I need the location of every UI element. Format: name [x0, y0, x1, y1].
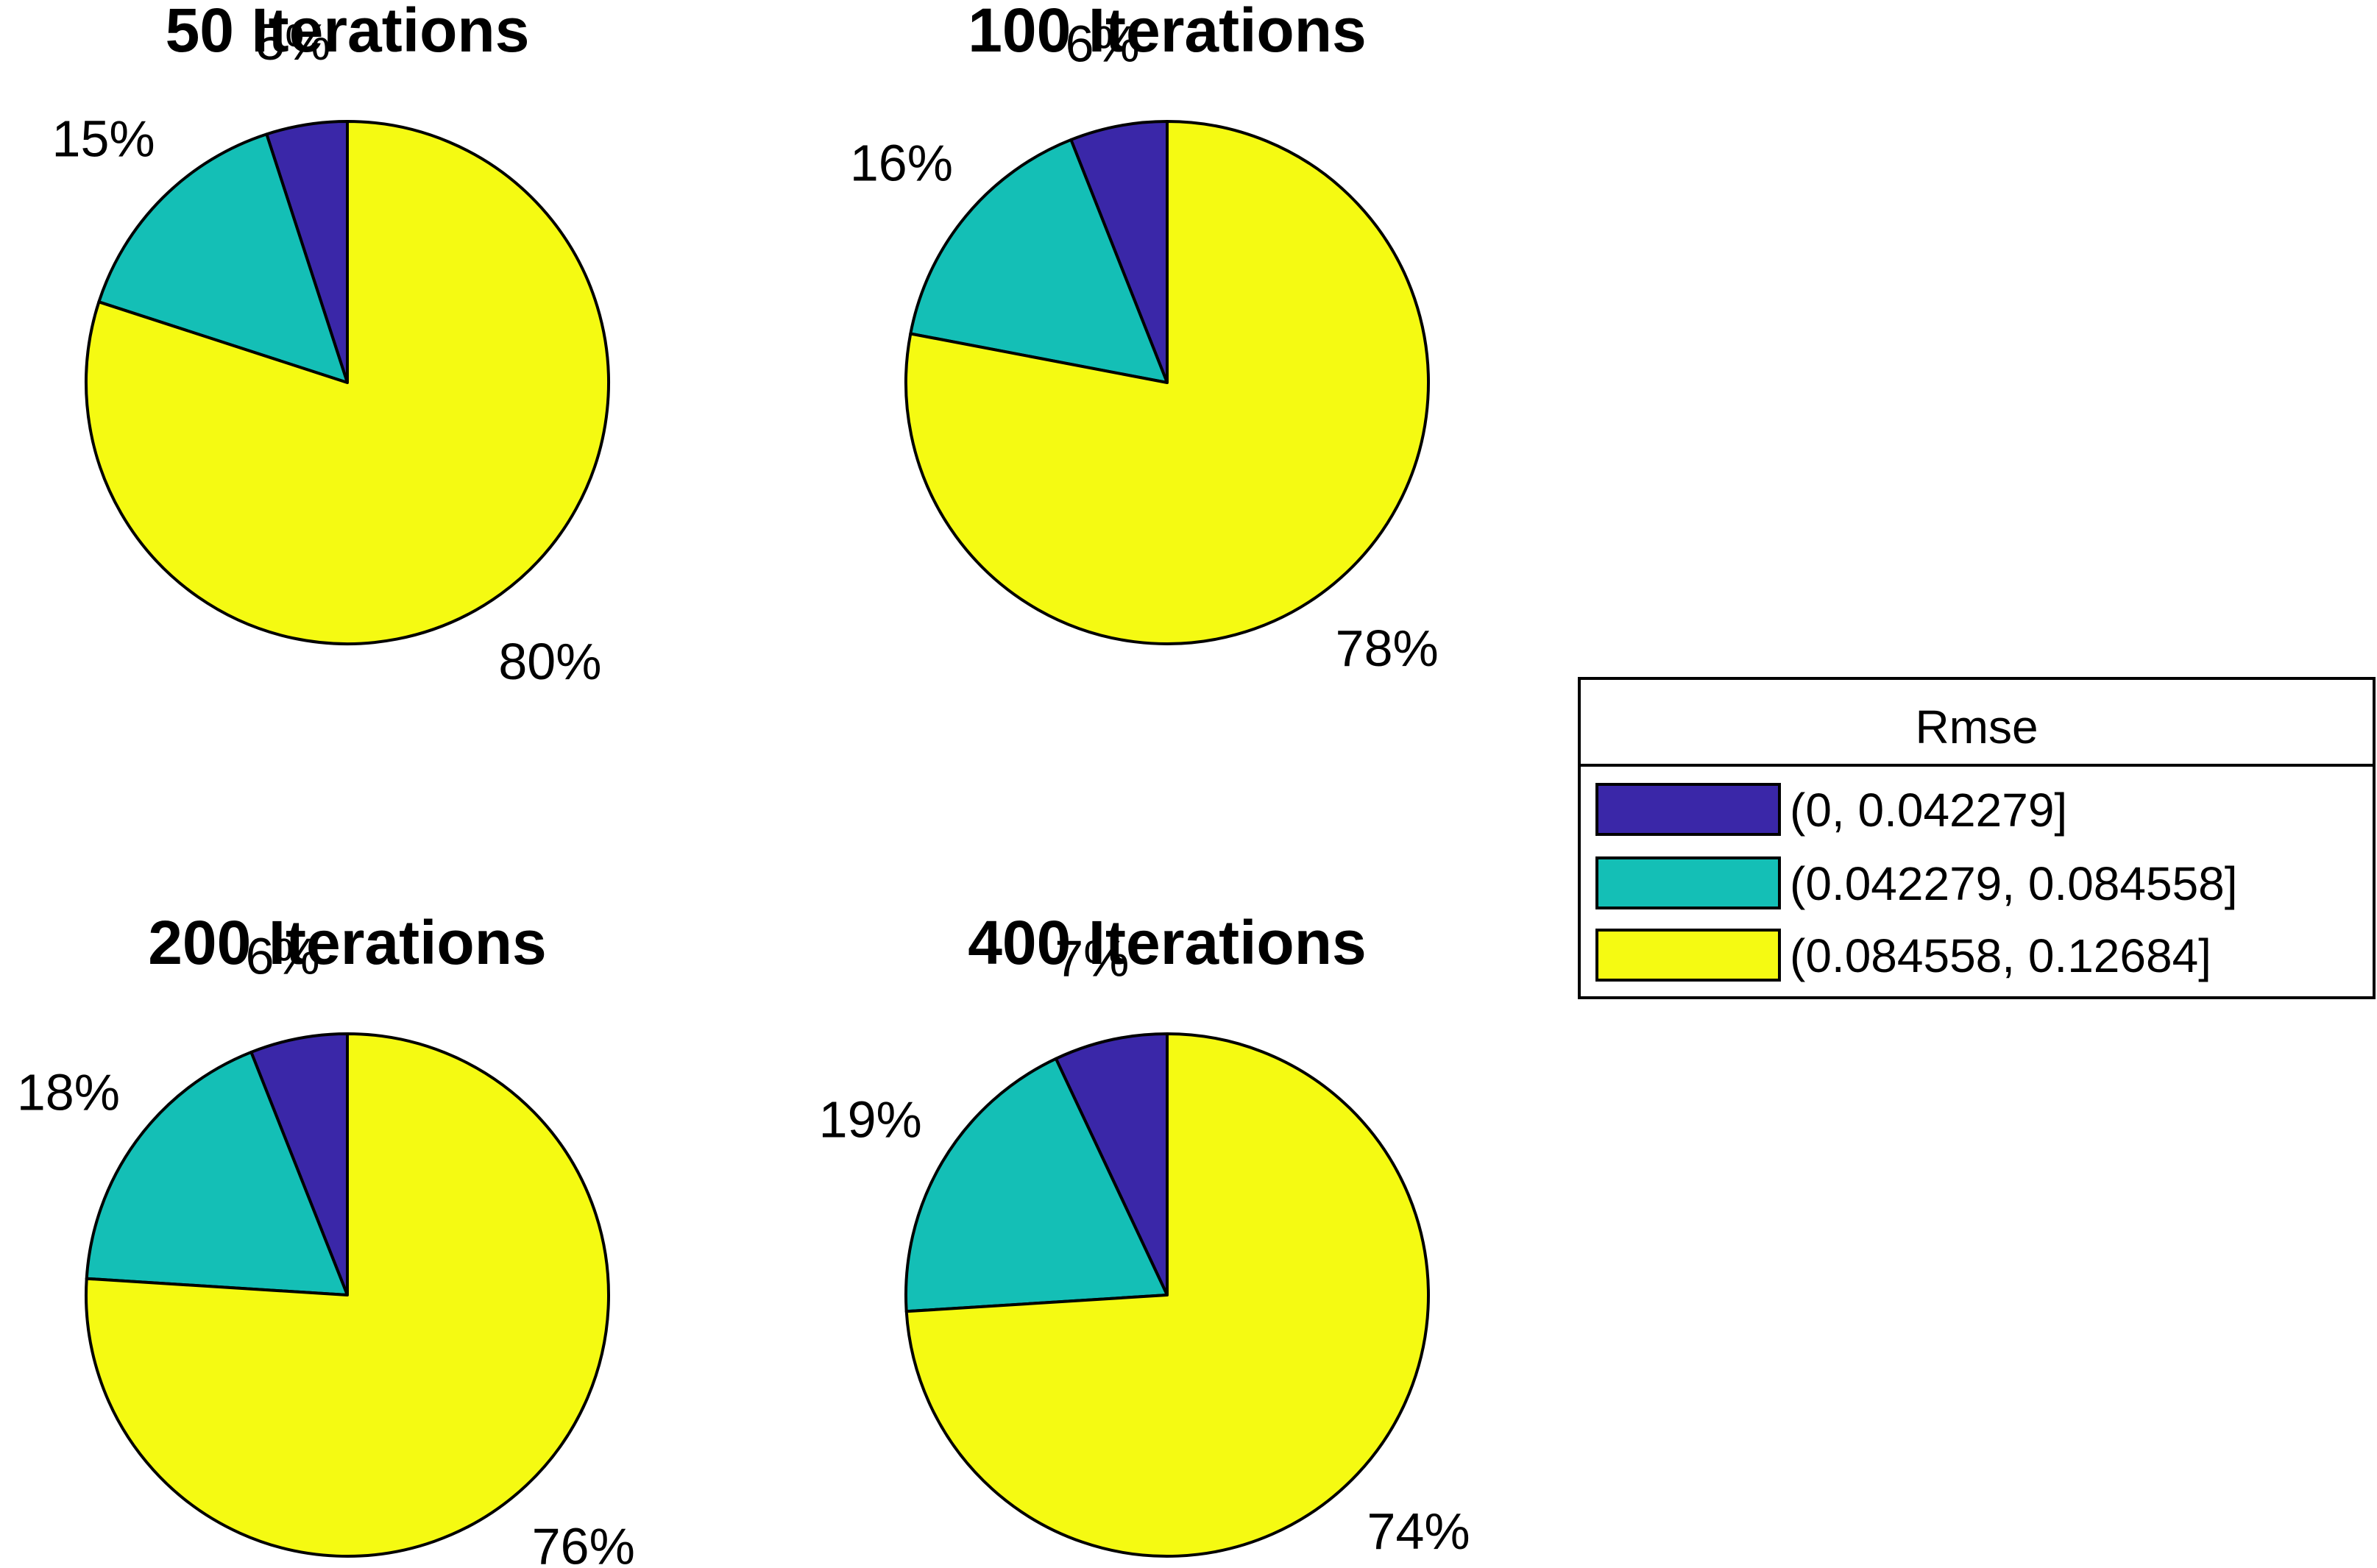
pie-2-slice-1: [1069, 120, 1169, 384]
pie-3-title: 200 Iterations: [148, 908, 547, 977]
pie-4-title: 400 Iterations: [968, 908, 1367, 977]
pie-2-label-3: 78%: [1336, 620, 1439, 677]
pie-2-label-1: 6%: [1066, 15, 1140, 73]
pie-1-label-3: 80%: [498, 633, 601, 690]
pie-3-slice-3: [85, 1032, 610, 1558]
pie-2: 6% 16% 78% 100 Iterations: [850, 0, 1439, 677]
pie-4-slice-3: [904, 1032, 1430, 1558]
pie-3-label-3: 76%: [532, 1518, 635, 1568]
pie-3-slice-2: [85, 1050, 349, 1296]
pie-1-slice-3: [85, 120, 610, 645]
pie-3: 6% 18% 76% 200 Iterations: [17, 908, 635, 1568]
pie-2-title: 100 Iterations: [968, 0, 1367, 65]
pie-4-slice-1: [1054, 1032, 1169, 1296]
legend: Rmse (0, 0.042279](0.042279, 0.084558](0…: [1578, 677, 2376, 999]
legend-title: Rmse: [1915, 700, 2038, 753]
pie-4-label-1: 7%: [1055, 930, 1129, 987]
legend-entry-3: (0.084558, 0.12684]: [1790, 929, 2211, 982]
pie-3-slice-1: [249, 1032, 349, 1296]
legend-entry-1: (0, 0.042279]: [1790, 784, 2067, 837]
pie-1-label-1: 5%: [256, 13, 330, 71]
legend-swatch-2: [1595, 856, 1781, 909]
pie-3-label-1: 6%: [246, 928, 320, 985]
pie-4-label-2: 19%: [819, 1091, 922, 1149]
pie-3-label-2: 18%: [17, 1064, 120, 1121]
pie-4-label-3: 74%: [1367, 1503, 1470, 1560]
pie-2-label-2: 16%: [850, 134, 953, 191]
legend-entry-2: (0.042279, 0.084558]: [1790, 857, 2238, 910]
pie-1-label-2: 15%: [52, 110, 155, 168]
pie-2-slice-3: [904, 120, 1430, 645]
pie-1: 5% 15% 80% 50 Iterations: [52, 0, 610, 690]
legend-swatch-3: [1595, 929, 1781, 982]
pie-2-slice-2: [909, 138, 1169, 384]
pie-4: 7% 19% 74% 400 Iterations: [819, 908, 1470, 1560]
legend-swatch-1: [1595, 783, 1781, 836]
pie-1-title: 50 Iterations: [166, 0, 530, 65]
legend-entries: (0, 0.042279] (0.042279, 0.084558] (0.0845…: [1595, 783, 2238, 982]
pie-4-slice-2: [904, 1057, 1169, 1313]
pie-1-slice-2: [97, 132, 349, 384]
pies-layer: 5% 15% 80% 50 Iterations 6% 16% 78% 100 Iterati…: [17, 0, 1470, 1568]
